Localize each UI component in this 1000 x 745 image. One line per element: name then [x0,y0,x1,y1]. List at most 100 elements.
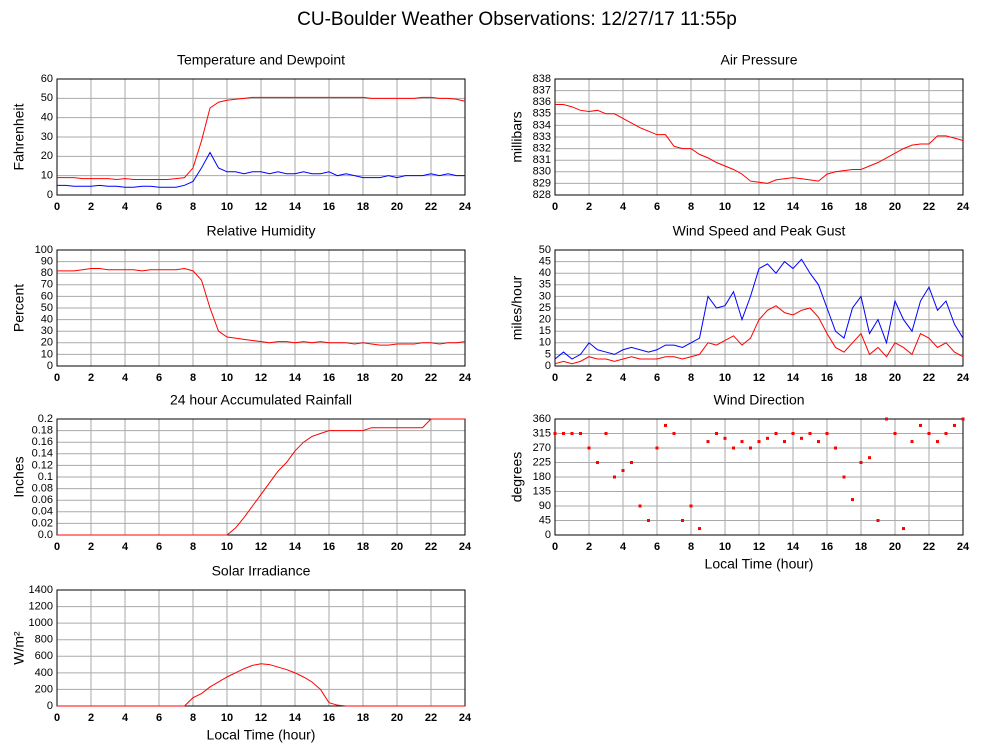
point [859,461,863,464]
point [562,432,565,435]
point [596,461,599,464]
x-tick-label: 20 [391,201,403,213]
x-tick-label: 6 [156,372,162,384]
point [800,436,803,440]
x-tick-label: 16 [323,541,335,553]
y-tick-label: 45 [539,514,551,526]
point [902,527,905,531]
plot-frame [56,589,466,707]
point [749,446,752,450]
y-tick-label: 10 [539,337,551,349]
chart-title: Wind Speed and Peak Gust [673,223,846,239]
x-tick-label: 10 [221,372,233,384]
x-tick-label: 20 [889,201,901,213]
x-tick-label: 8 [190,541,196,553]
y-tick-label: 100 [35,244,53,256]
plot-frame [554,78,964,196]
x-tick-label: 2 [586,201,592,213]
y-tick-label: 0.2 [38,413,53,425]
x-axis-label: Local Time (hour) [207,727,316,743]
point [630,461,633,464]
x-tick-label: 0 [54,712,60,724]
y-tick-label: 20 [41,337,53,349]
point [885,417,888,421]
series-line [554,258,964,360]
y-tick-label: 834 [533,119,551,131]
y-tick-label: 600 [35,650,53,662]
y-tick-label: 10 [41,170,53,182]
y-tick-label: 1400 [29,584,53,596]
x-tick-label: 8 [190,712,196,724]
y-tick-label: 50 [41,302,53,314]
point [587,446,591,450]
x-tick-label: 10 [719,541,731,553]
x-tick-label: 22 [425,712,437,724]
y-tick-label: 829 [533,177,551,189]
point [655,446,659,450]
x-tick-label: 18 [357,541,369,553]
x-tick-label: 2 [586,541,592,553]
point [774,432,778,435]
x-tick-label: 6 [156,712,162,724]
y-tick-label: 838 [533,73,551,85]
x-tick-label: 16 [323,712,335,724]
x-tick-label: 4 [122,541,129,553]
x-tick-label: 4 [122,712,129,724]
x-tick-label: 20 [889,372,901,384]
x-tick-label: 0 [552,372,558,384]
y-tick-label: 40 [539,267,551,279]
y-tick-label: 833 [533,131,551,143]
x-tick-label: 0 [552,201,558,213]
x-tick-label: 18 [357,712,369,724]
x-tick-label: 8 [190,201,196,213]
x-tick-label: 4 [122,201,129,213]
x-tick-label: 22 [923,372,935,384]
point [834,446,837,450]
point [817,440,820,444]
x-tick-label: 18 [357,201,369,213]
y-tick-label: 270 [533,442,551,454]
series-line [57,663,465,707]
chart-title: Solar Irradiance [212,563,311,579]
y-tick-label: 45 [539,256,551,268]
x-tick-label: 14 [787,201,800,213]
x-tick-label: 4 [620,541,627,553]
x-tick-label: 24 [459,201,472,213]
point [723,436,727,440]
point [851,498,854,502]
y-tick-label: 0 [47,700,53,712]
x-tick-label: 22 [425,541,437,553]
point [927,432,931,435]
y-tick-label: 315 [533,427,551,439]
x-tick-label: 12 [255,712,267,724]
y-tick-label: 0 [545,360,551,372]
x-tick-label: 8 [688,201,694,213]
y-tick-label: 832 [533,143,551,155]
x-tick-label: 18 [357,372,369,384]
y-tick-label: 0.16 [32,436,53,448]
y-tick-label: 50 [41,92,53,104]
y-tick-label: 40 [41,112,53,124]
y-axis-label: Fahrenheit [11,103,27,170]
y-tick-label: 0.04 [32,506,53,518]
x-tick-label: 10 [719,201,731,213]
x-tick-label: 24 [957,201,970,213]
x-tick-label: 10 [221,712,233,724]
point [893,432,897,435]
x-tick-label: 12 [255,201,267,213]
y-tick-label: 800 [35,634,53,646]
x-tick-label: 6 [156,541,162,553]
y-tick-label: 0 [47,360,53,372]
y-tick-label: 90 [41,256,53,268]
point [791,432,795,435]
x-tick-label: 14 [787,541,800,553]
plot-frame [56,78,466,196]
x-tick-label: 2 [88,372,94,384]
y-axis-label: millibars [509,111,525,162]
plot-frame [554,249,964,367]
x-tick-label: 24 [459,712,472,724]
y-axis-label: miles/hour [509,275,525,340]
y-tick-label: 400 [35,667,53,679]
y-tick-label: 360 [533,413,551,425]
